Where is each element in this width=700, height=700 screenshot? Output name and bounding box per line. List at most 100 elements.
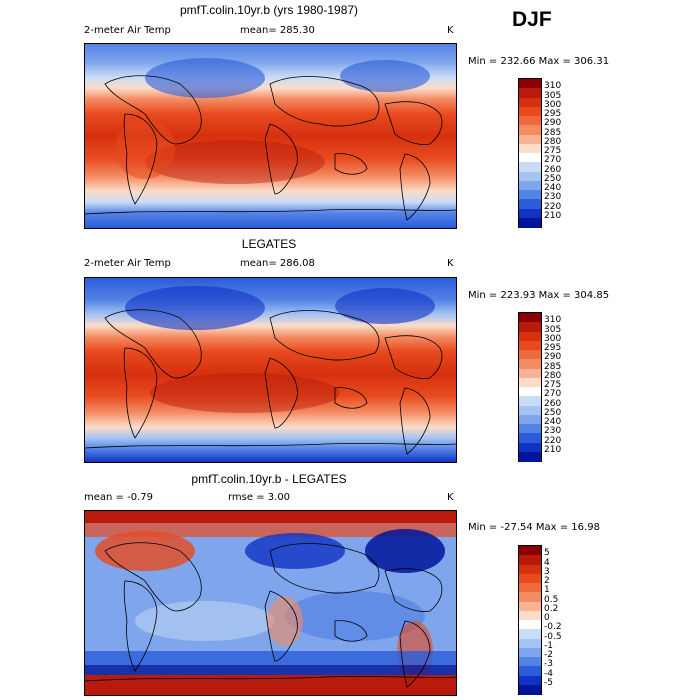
panel-1-colorbar-label: 300 xyxy=(544,99,562,110)
panel-3-title: pmfT.colin.10yr.b - LEGATES xyxy=(191,472,347,486)
panel-3-colorbar-swatch xyxy=(519,620,541,630)
panel-2-colorbar-swatch xyxy=(519,313,541,323)
panel-2-colorbar-swatch xyxy=(519,414,541,425)
panel-3-colorbar-swatch xyxy=(519,555,541,565)
panel-1-colorbar-swatch xyxy=(519,180,541,191)
panel-2-colorbar-swatch xyxy=(519,405,541,416)
panel-1-colorbar-swatch xyxy=(519,171,541,182)
panel-2-colorbar-swatch xyxy=(519,377,541,388)
panel-3-colorbar: 5 4 3 2 1 0.5 0.2 0 -0.2 -0.5 -1 -2 -3 -4 -5 xyxy=(518,545,578,695)
panel-1-colorbar-label: 275 xyxy=(544,146,562,156)
panel-1-colorbar-label: 250 xyxy=(544,173,562,184)
panel-2-colorbar-box xyxy=(518,312,542,462)
panel-3-colorbar-label: 2 xyxy=(544,576,550,586)
panel-1-colorbar-swatch xyxy=(519,116,541,126)
panel-3-colorbar-label: 0.2 xyxy=(544,603,559,614)
panel-2-mean-label: mean= 286.08 xyxy=(240,258,315,269)
panel-2-colorbar-swatch xyxy=(519,368,541,379)
panel-3-colorbar-label: -1 xyxy=(544,640,553,651)
panel-2-colorbar-swatch xyxy=(519,340,541,351)
panel-2-colorbar-swatch xyxy=(519,331,541,342)
panel-2-colorbar-swatch xyxy=(519,433,541,443)
panel-3-colorbar-swatch xyxy=(519,610,541,621)
panel-3-colorbar-swatch xyxy=(519,666,541,676)
panel-3-map-svg xyxy=(85,511,456,695)
panel-3-colorbar-swatch xyxy=(519,564,541,575)
panel-1-colorbar-box xyxy=(518,78,542,228)
panel-1-colorbar-swatch xyxy=(519,190,541,200)
panel-1-colorbar-label: 210 xyxy=(544,210,562,221)
panel-1-colorbar-swatch xyxy=(519,217,541,228)
panel-1-mean-label: mean= 285.30 xyxy=(240,25,315,36)
panel-3-colorbar-swatch xyxy=(519,629,541,639)
panel-1-title: pmfT.colin.10yr.b (yrs 1980-1987) xyxy=(179,3,359,17)
panel-1-map-svg xyxy=(85,44,456,228)
panel-2-colorbar: 310 305 300 295 290 285 280 275 270 260 250 240 230 2… xyxy=(518,312,578,462)
panel-2-colorbar-label: 260 xyxy=(544,398,562,409)
panel-3-colorbar-label: -2 xyxy=(544,650,553,660)
panel-3-colorbar-label: -0.5 xyxy=(544,631,562,642)
panel-2-colorbar-label: 250 xyxy=(544,407,562,418)
panel-1-map xyxy=(84,43,457,229)
panel-3-colorbar-label: 4 xyxy=(544,557,550,568)
panel-2-minmax: Min = 223.93 Max = 304.85 xyxy=(468,290,610,301)
panel-3-colorbar-label: 0.5 xyxy=(544,594,559,605)
panel-1-colorbar-label: 285 xyxy=(544,127,562,138)
panel-2-colorbar-swatch xyxy=(519,387,541,397)
panel-2-colorbar-label: 300 xyxy=(544,333,562,344)
panel-3-rmse-label: rmse = 3.00 xyxy=(228,492,291,503)
panel-2-colorbar-label: 240 xyxy=(544,417,562,427)
panel-1-colorbar-swatch xyxy=(519,208,541,219)
panel-3-colorbar-swatch xyxy=(519,647,541,658)
panel-3-colorbar-label: 3 xyxy=(544,566,550,577)
panel-2-colorbar-label: 210 xyxy=(544,444,562,455)
panel-2-colorbar-swatch xyxy=(519,359,541,369)
panel-2-colorbar-label: 230 xyxy=(544,426,562,437)
panel-3-colorbar-label: 1 xyxy=(544,585,550,596)
panel-1-colorbar: 310 305 300 295 290 285 280 275 270 260 250 240 230 2… xyxy=(518,78,578,228)
panel-2-colorbar-swatch xyxy=(519,442,541,453)
panel-2-colorbar-label: 305 xyxy=(544,324,562,335)
panel-3-colorbar-swatch xyxy=(519,675,541,686)
panel-1-colorbar-swatch xyxy=(519,106,541,117)
panel-3-colorbar-label: -3 xyxy=(544,659,553,670)
panel-2-colorbar-swatch xyxy=(519,451,541,462)
panel-2-colorbar-swatch xyxy=(519,396,541,406)
panel-2-colorbar-label: 220 xyxy=(544,435,562,446)
panel-3-colorbar-swatch xyxy=(519,583,541,593)
panel-3-colorbar-swatch xyxy=(519,638,541,649)
panel-2-map xyxy=(84,277,457,463)
panel-3-colorbar-swatch xyxy=(519,657,541,667)
panel-1-colorbar-label: 290 xyxy=(544,118,562,129)
panel-3-colorbar-swatch xyxy=(519,546,541,556)
panel-2-colorbar-label: 280 xyxy=(544,370,562,381)
panel-3-colorbar-label: -5 xyxy=(544,677,553,688)
panel-3-colorbar-label: -4 xyxy=(544,668,553,679)
panel-3-colorbar-swatch xyxy=(519,601,541,612)
panel-2-colorbar-label: 285 xyxy=(544,361,562,372)
panel-1-colorbar-label: 280 xyxy=(544,136,562,147)
panel-1-colorbar-label: 270 xyxy=(544,155,562,166)
panel-3-colorbar-label: -0.2 xyxy=(544,622,562,633)
panel-3-colorbar-swatch xyxy=(519,573,541,584)
panel-2-colorbar-label: 310 xyxy=(544,315,562,326)
panel-2-colorbar-label: 275 xyxy=(544,380,562,390)
season-label: DJF xyxy=(512,8,552,31)
panel-1-colorbar-swatch xyxy=(519,153,541,163)
panel-1-colorbar-label: 260 xyxy=(544,164,562,175)
panel-2-colorbar-swatch xyxy=(519,350,541,360)
panel-2-colorbar-label: 270 xyxy=(544,389,562,400)
panel-1-colorbar-swatch xyxy=(519,79,541,89)
panel-2-colorbar-label: 295 xyxy=(544,343,562,353)
panel-2-units: K xyxy=(447,258,454,269)
panel-3-mean-label: mean = -0.79 xyxy=(84,492,153,503)
panel-2-colorbar-swatch xyxy=(519,424,541,434)
panel-1-colorbar-swatch xyxy=(519,162,541,172)
panel-2-colorbar-swatch xyxy=(519,322,541,332)
panel-1-minmax: Min = 232.66 Max = 306.31 xyxy=(468,56,610,67)
panel-3-colorbar-label: 0 xyxy=(544,613,550,623)
panel-3-colorbar-label: 5 xyxy=(544,548,550,559)
panel-2-title: LEGATES xyxy=(241,237,297,251)
panel-3-minmax: Min = -27.54 Max = 16.98 xyxy=(468,522,600,533)
panel-1-colorbar-swatch xyxy=(519,134,541,145)
